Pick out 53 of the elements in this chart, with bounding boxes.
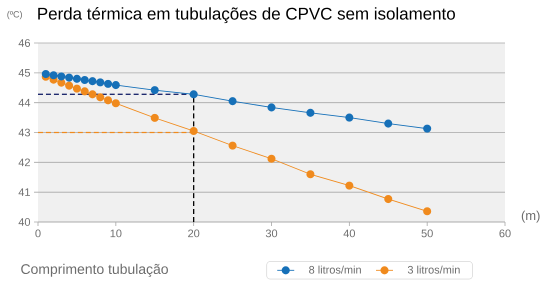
point xyxy=(384,120,392,128)
y-tick-label: 45 xyxy=(18,69,30,77)
point xyxy=(228,142,237,150)
point xyxy=(190,90,198,98)
point xyxy=(423,124,432,133)
point xyxy=(42,70,50,78)
point xyxy=(104,96,112,104)
point xyxy=(50,71,58,80)
point xyxy=(80,87,89,96)
y-tick-label: 46 xyxy=(18,39,30,47)
y-tick-label: 41 xyxy=(18,188,30,196)
x-axis-title: Comprimento tubulação xyxy=(21,264,168,277)
text: (m) xyxy=(522,210,540,223)
point xyxy=(57,72,66,80)
point xyxy=(267,154,276,163)
x-tick-label: 60 xyxy=(499,230,511,238)
point xyxy=(345,182,354,190)
x-tick-label: 50 xyxy=(422,230,433,238)
x-tick-label: 10 xyxy=(110,230,122,238)
point xyxy=(88,90,97,98)
y-axis-title: (ºC) xyxy=(7,10,22,20)
legend-label: 8 litros/min xyxy=(309,266,361,274)
point xyxy=(306,108,314,117)
point xyxy=(80,76,89,84)
x-tick-label: 40 xyxy=(343,230,355,238)
point xyxy=(112,99,120,108)
point xyxy=(72,74,81,83)
point xyxy=(423,207,432,216)
point xyxy=(72,84,81,93)
point xyxy=(112,81,120,90)
x-tick-label: 30 xyxy=(266,230,278,238)
y-tick-label: 44 xyxy=(18,98,30,106)
point xyxy=(150,114,159,122)
point xyxy=(88,77,97,86)
point xyxy=(190,126,198,136)
point xyxy=(104,80,112,88)
y-tick-label: 43 xyxy=(18,128,30,136)
chart-title: Perda térmica em tubulações de CPVC sem isolamento xyxy=(38,7,455,24)
point xyxy=(65,82,74,90)
x-tick-label: 20 xyxy=(188,230,200,238)
point xyxy=(345,114,354,122)
point xyxy=(228,97,237,106)
point xyxy=(150,86,159,94)
point xyxy=(96,78,104,86)
legend-label: 3 litros/min xyxy=(408,266,460,274)
point xyxy=(306,170,314,178)
y-tick-label: 40 xyxy=(18,218,30,226)
point xyxy=(384,194,392,204)
point xyxy=(65,74,74,82)
point xyxy=(96,93,104,102)
point xyxy=(267,103,276,112)
y-tick-label: 42 xyxy=(18,158,30,166)
x-tick-label: 0 xyxy=(35,230,41,238)
